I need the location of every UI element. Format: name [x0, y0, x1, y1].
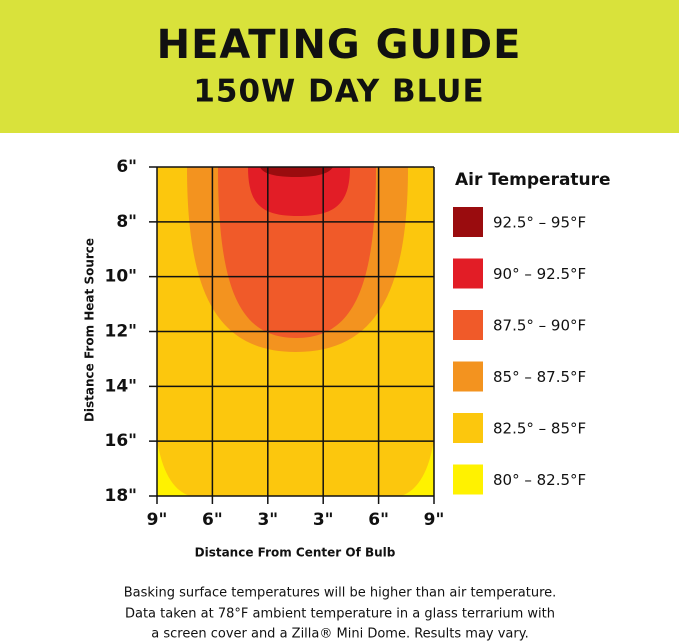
subtitle: 150W DAY BLUE — [193, 74, 484, 110]
legend-swatch — [453, 361, 483, 392]
zone — [218, 167, 376, 338]
legend-swatch — [453, 464, 483, 495]
footnote: Basking surface temperatures will be hig… — [124, 586, 557, 601]
x-tick-label: 9" — [147, 510, 168, 530]
zone — [260, 167, 333, 177]
legend-swatch — [453, 207, 483, 237]
y-tick-label: 14" — [104, 376, 137, 396]
zone — [401, 440, 434, 496]
y-tick-label: 12" — [104, 322, 137, 342]
zone — [157, 440, 190, 496]
legend-swatch — [453, 258, 483, 289]
legend-swatch — [453, 413, 483, 443]
y-tick-label: 18" — [104, 486, 137, 506]
y-tick-label: 16" — [104, 431, 137, 451]
y-tick-label: 10" — [104, 267, 137, 287]
legend-label: 87.5° – 90°F — [493, 317, 586, 335]
legend-label: 80° – 82.5°F — [493, 471, 586, 489]
y-axis-label: Distance From Heat Source — [83, 238, 97, 422]
legend-label: 90° – 92.5°F — [493, 265, 586, 283]
x-axis-label: Distance From Center Of Bulb — [195, 546, 396, 560]
legend-swatch — [453, 310, 483, 340]
x-tick-label: 9" — [424, 510, 445, 530]
legend-label: 85° – 87.5°F — [493, 368, 586, 386]
x-tick-label: 3" — [257, 510, 278, 530]
y-tick-label: 6" — [116, 157, 137, 177]
x-tick-label: 6" — [202, 510, 223, 530]
title: HEATING GUIDE — [157, 22, 522, 68]
y-tick-label: 8" — [116, 212, 137, 232]
legend-title: Air Temperature — [455, 170, 611, 190]
legend-label: 92.5° – 95°F — [493, 214, 586, 232]
grid — [149, 166, 435, 504]
x-tick-label: 6" — [368, 510, 389, 530]
footnote: a screen cover and a Zilla® Mini Dome. R… — [151, 627, 528, 642]
x-tick-label: 3" — [313, 510, 334, 530]
zone — [248, 167, 350, 216]
header-band — [0, 0, 679, 133]
footnote: Data taken at 78°F ambient temperature i… — [125, 607, 555, 622]
legend-label: 82.5° – 85°F — [493, 420, 586, 438]
